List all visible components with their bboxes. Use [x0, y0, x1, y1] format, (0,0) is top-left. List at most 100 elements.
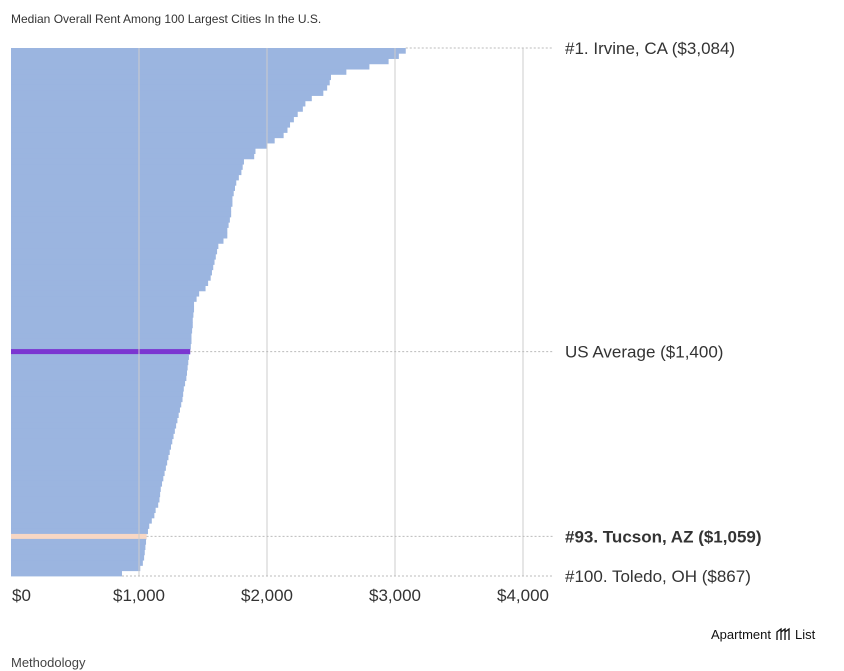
bar-rank-50[interactable]: [11, 306, 195, 313]
bar-rank-64[interactable]: [11, 380, 186, 387]
bar-rank-88[interactable]: [11, 507, 156, 514]
bar-rank-84[interactable]: [11, 486, 161, 492]
bar-rank-61[interactable]: [11, 364, 188, 371]
bar-rank-62[interactable]: [11, 370, 187, 376]
bar-rank-2[interactable]: [11, 53, 399, 59]
bar-rank-72[interactable]: [11, 422, 177, 429]
bar-rank-92[interactable]: [11, 528, 148, 535]
bar-rank-37[interactable]: [11, 238, 224, 244]
bar-rank-74[interactable]: [11, 433, 174, 440]
bar-rank-1[interactable]: [11, 48, 406, 54]
bar-rank-73[interactable]: [11, 428, 175, 434]
bar-rank-53[interactable]: [11, 322, 193, 329]
bar-rank-24[interactable]: [11, 169, 242, 176]
bar-rank-38[interactable]: [11, 243, 219, 250]
bar-rank-26[interactable]: [11, 180, 237, 186]
bar-rank-45[interactable]: [11, 280, 209, 286]
bar-rank-40[interactable]: [11, 253, 216, 260]
bar-rank-47[interactable]: [11, 290, 200, 297]
bar-rank-79[interactable]: [11, 459, 168, 466]
bar-rank-71[interactable]: [11, 417, 178, 424]
bar-rank-48[interactable]: [11, 296, 197, 302]
bar-rank-12[interactable]: [11, 106, 303, 112]
bar-rank-18[interactable]: [11, 137, 275, 144]
bar-rank-46[interactable]: [11, 285, 206, 292]
bar-rank-31[interactable]: [11, 206, 232, 213]
bar-rank-57[interactable]: [11, 343, 191, 350]
bar-rank-70[interactable]: [11, 412, 179, 418]
bar-rank-56[interactable]: [11, 338, 192, 345]
bar-rank-13[interactable]: [11, 111, 298, 118]
bar-rank-97[interactable]: [11, 554, 145, 561]
bar-rank-15[interactable]: [11, 121, 291, 128]
bar-rank-82[interactable]: [11, 475, 164, 482]
bar-rank-33[interactable]: [11, 216, 230, 223]
bar-rank-6[interactable]: [11, 74, 331, 81]
bar-rank-67[interactable]: [11, 396, 183, 403]
bar-rank-85[interactable]: [11, 491, 161, 498]
bar-rank-69[interactable]: [11, 407, 180, 413]
bar-rank-42[interactable]: [11, 264, 214, 271]
bar-rank-44[interactable]: [11, 275, 211, 281]
bar-rank-10[interactable]: [11, 95, 312, 102]
brand-logo[interactable]: Apartment List: [711, 626, 815, 642]
bar-rank-39[interactable]: [11, 248, 218, 255]
bar-rank-32[interactable]: [11, 211, 232, 218]
bar-rank-3[interactable]: [11, 58, 389, 65]
bar-rank-9[interactable]: [11, 90, 324, 96]
bar-rank-16[interactable]: [11, 127, 288, 133]
bar-rank-90[interactable]: [11, 517, 152, 524]
bar-rank-83[interactable]: [11, 480, 163, 487]
bar-rank-89[interactable]: [11, 512, 155, 519]
bar-rank-20[interactable]: [11, 148, 256, 154]
bar-rank-43[interactable]: [11, 269, 212, 276]
bar-rank-11[interactable]: [11, 100, 306, 107]
bar-rank-7[interactable]: [11, 79, 330, 86]
bar-rank-75[interactable]: [11, 438, 173, 445]
bar-rank-76[interactable]: [11, 444, 171, 450]
bar-rank-49[interactable]: [11, 301, 195, 308]
highlight-bar-3[interactable]: [11, 533, 147, 539]
bar-rank-68[interactable]: [11, 401, 182, 408]
bar-rank-23[interactable]: [11, 164, 243, 170]
bar-rank-51[interactable]: [11, 312, 194, 318]
bar-rank-63[interactable]: [11, 375, 187, 382]
bar-rank-22[interactable]: [11, 158, 244, 165]
bar-rank-66[interactable]: [11, 391, 184, 397]
bar-rank-65[interactable]: [11, 385, 184, 392]
bar-rank-81[interactable]: [11, 470, 165, 477]
bar-rank-27[interactable]: [11, 185, 235, 191]
bar-rank-55[interactable]: [11, 333, 192, 339]
bar-rank-60[interactable]: [11, 359, 189, 366]
bar-rank-4[interactable]: [11, 63, 370, 70]
bar-rank-14[interactable]: [11, 116, 294, 123]
bar-rank-35[interactable]: [11, 227, 228, 234]
bar-rank-80[interactable]: [11, 465, 166, 471]
bar-rank-78[interactable]: [11, 454, 169, 461]
bar-rank-77[interactable]: [11, 449, 170, 455]
bar-rank-17[interactable]: [11, 132, 284, 139]
bar-rank-8[interactable]: [11, 84, 328, 91]
bar-rank-100[interactable]: [11, 570, 122, 577]
bar-rank-99[interactable]: [11, 565, 141, 572]
bar-rank-54[interactable]: [11, 327, 193, 334]
highlight-bar-2[interactable]: [11, 349, 191, 355]
bar-rank-21[interactable]: [11, 153, 255, 160]
bar-rank-95[interactable]: [11, 544, 146, 550]
bar-rank-94[interactable]: [11, 539, 147, 545]
methodology-link[interactable]: Methodology: [11, 655, 86, 670]
bar-rank-59[interactable]: [11, 354, 189, 360]
bar-rank-29[interactable]: [11, 195, 233, 202]
bar-rank-36[interactable]: [11, 232, 228, 239]
bar-rank-91[interactable]: [11, 523, 150, 529]
bar-rank-87[interactable]: [11, 502, 159, 508]
bar-rank-28[interactable]: [11, 190, 234, 197]
bar-rank-41[interactable]: [11, 259, 215, 265]
bar-rank-25[interactable]: [11, 174, 239, 181]
bar-rank-96[interactable]: [11, 549, 145, 556]
bar-rank-5[interactable]: [11, 69, 347, 75]
bar-rank-52[interactable]: [11, 317, 193, 323]
bar-rank-34[interactable]: [11, 222, 229, 228]
bar-rank-30[interactable]: [11, 201, 233, 207]
bar-rank-98[interactable]: [11, 560, 143, 566]
